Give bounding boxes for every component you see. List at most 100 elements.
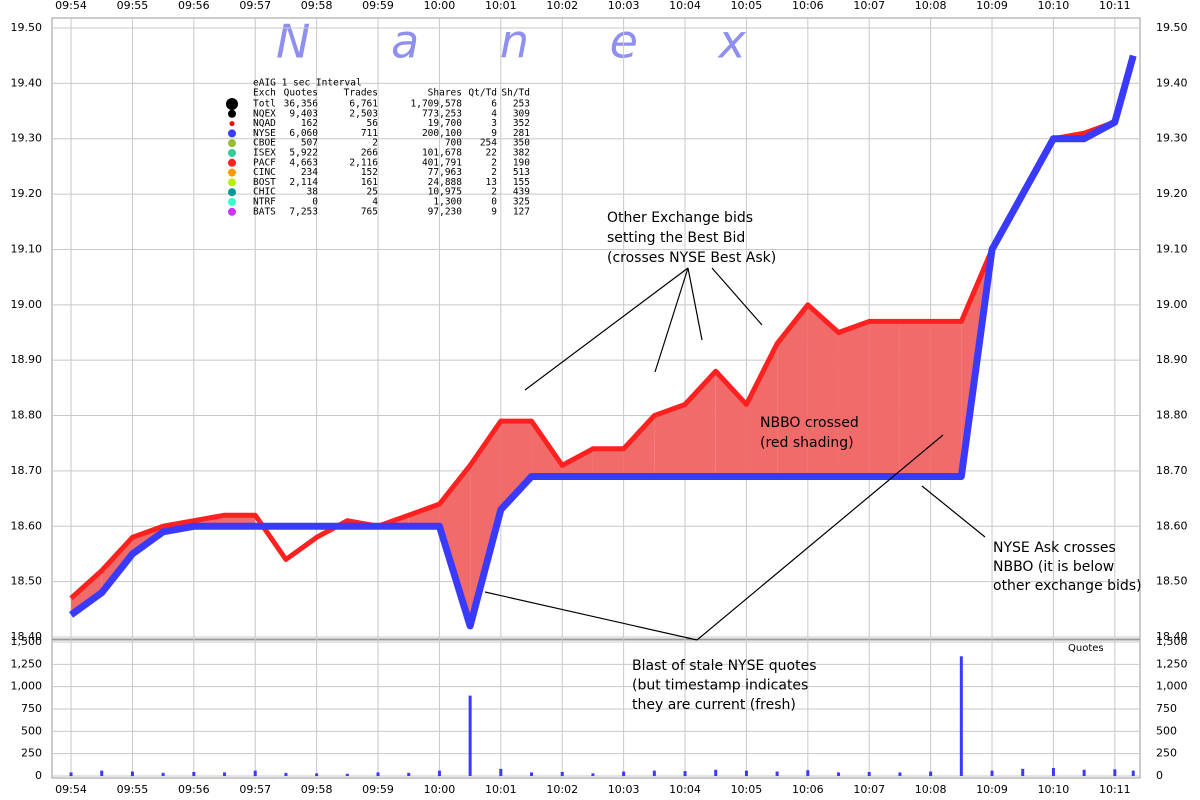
y-tick-label: 750 — [1156, 702, 1177, 715]
arrow — [921, 485, 986, 538]
annotation: they are current (fresh) — [632, 697, 796, 713]
crossed-shading — [592, 448, 624, 477]
table-header: Qt/Td — [468, 88, 497, 99]
bar — [530, 772, 534, 776]
bar — [775, 771, 779, 776]
table-cell: 24,888 — [428, 177, 463, 188]
bar — [990, 770, 994, 776]
annotation: NBBO (it is below — [993, 559, 1114, 575]
crossed-shading — [899, 321, 931, 477]
x-tick-label: 10:04 — [669, 0, 701, 12]
table-cell: 162 — [301, 118, 318, 129]
table-cell: 2,503 — [349, 108, 378, 119]
y-tick-label: 1,500 — [1156, 635, 1188, 648]
bar — [837, 772, 841, 776]
y-tick-label: 19.10 — [1156, 242, 1188, 255]
bar — [100, 770, 104, 776]
legend-marker — [228, 178, 236, 187]
x-tick-label: 10:02 — [546, 783, 578, 796]
annotation: Blast of stale NYSE quotes — [632, 658, 817, 674]
table-cell: NTRF — [253, 197, 276, 208]
y-tick-label: 18.50 — [1156, 575, 1188, 588]
table-cell: 56 — [367, 118, 379, 129]
y-tick-label: 18.70 — [11, 464, 43, 477]
table-header: Sh/Td — [501, 88, 530, 99]
bar — [192, 771, 196, 776]
x-tick-label: 09:59 — [362, 0, 394, 12]
table-cell: CINC — [253, 167, 276, 178]
table-cell: 401,791 — [422, 157, 462, 168]
arrow — [696, 434, 944, 641]
annotation: NYSE Ask crosses — [993, 540, 1116, 556]
table-cell: 2 — [491, 187, 497, 198]
table-cell: 2 — [372, 138, 378, 149]
y-tick-label: 750 — [21, 702, 42, 715]
table-cell: Totl — [253, 99, 276, 110]
table-cell: 2,116 — [349, 157, 378, 168]
bar — [499, 768, 503, 776]
legend-marker — [228, 149, 236, 157]
legend-marker — [228, 168, 236, 177]
x-tick-label: 10:02 — [546, 0, 578, 12]
bar — [560, 771, 564, 776]
table-cell: 254 — [480, 138, 497, 149]
annotation: (crosses NYSE Best Ask) — [607, 250, 776, 266]
y-tick-label: 500 — [1156, 724, 1177, 737]
y-tick-label: 18.50 — [11, 575, 43, 588]
y-tick-label: 18.40 — [11, 630, 43, 643]
bar — [69, 772, 73, 776]
table-cell: 97,230 — [428, 206, 463, 217]
x-tick-label: 10:10 — [1038, 783, 1070, 796]
table-header: Shares — [428, 88, 462, 99]
table-cell: 765 — [361, 206, 378, 217]
annotation: NBBO crossed — [760, 415, 859, 431]
table-cell: BATS — [253, 206, 276, 217]
bar — [284, 772, 288, 776]
y-tick-label: 1,250 — [1156, 657, 1188, 670]
bar — [345, 773, 349, 776]
table-header: Exch — [253, 88, 276, 99]
table-cell: 0 — [312, 197, 318, 208]
x-tick-label: 10:08 — [915, 0, 947, 12]
table-cell: 253 — [513, 99, 530, 110]
x-tick-label: 10:07 — [853, 783, 885, 796]
bar — [714, 769, 718, 776]
table-cell: 1,709,578 — [411, 99, 463, 110]
annotation: Other Exchange bids — [607, 210, 753, 226]
bar — [898, 772, 902, 776]
table-cell: 309 — [513, 108, 530, 119]
y-tick-label: 19.00 — [11, 298, 43, 311]
bar — [1021, 768, 1025, 776]
table-cell: 266 — [361, 148, 378, 159]
bar — [622, 771, 626, 776]
x-tick-label: 09:58 — [301, 783, 333, 796]
x-tick-label: 09:57 — [239, 783, 271, 796]
x-tick-label: 10:00 — [424, 783, 456, 796]
x-tick-label: 09:56 — [178, 783, 210, 796]
bar — [1131, 770, 1135, 776]
series-line — [68, 54, 1137, 630]
table-cell: 773,253 — [422, 108, 462, 119]
y-tick-label: 19.10 — [11, 242, 43, 255]
crossed-shading — [777, 304, 808, 477]
bar — [683, 771, 687, 776]
table-cell: CBOE — [253, 138, 276, 149]
panel-title: Quotes — [1068, 643, 1104, 654]
table-cell: 281 — [513, 128, 530, 139]
table-cell: 3 — [491, 118, 497, 129]
legend-marker — [228, 207, 236, 216]
x-tick-label: 10:00 — [424, 0, 456, 12]
table-cell: 101,678 — [422, 148, 462, 159]
table-cell: 10,975 — [428, 187, 462, 198]
x-tick-label: 10:01 — [485, 0, 517, 12]
x-tick-label: 10:11 — [1099, 783, 1131, 796]
table-cell: 6,060 — [289, 128, 318, 139]
x-tick-label: 09:55 — [117, 0, 149, 12]
crossed-shading — [807, 304, 839, 477]
bar — [867, 771, 871, 776]
table-cell: ISEX — [253, 148, 276, 159]
x-tick-label: 10:05 — [731, 783, 763, 796]
table-cell: 325 — [513, 197, 530, 208]
table-cell: CHIC — [253, 187, 276, 198]
crossed-shading — [746, 343, 778, 477]
